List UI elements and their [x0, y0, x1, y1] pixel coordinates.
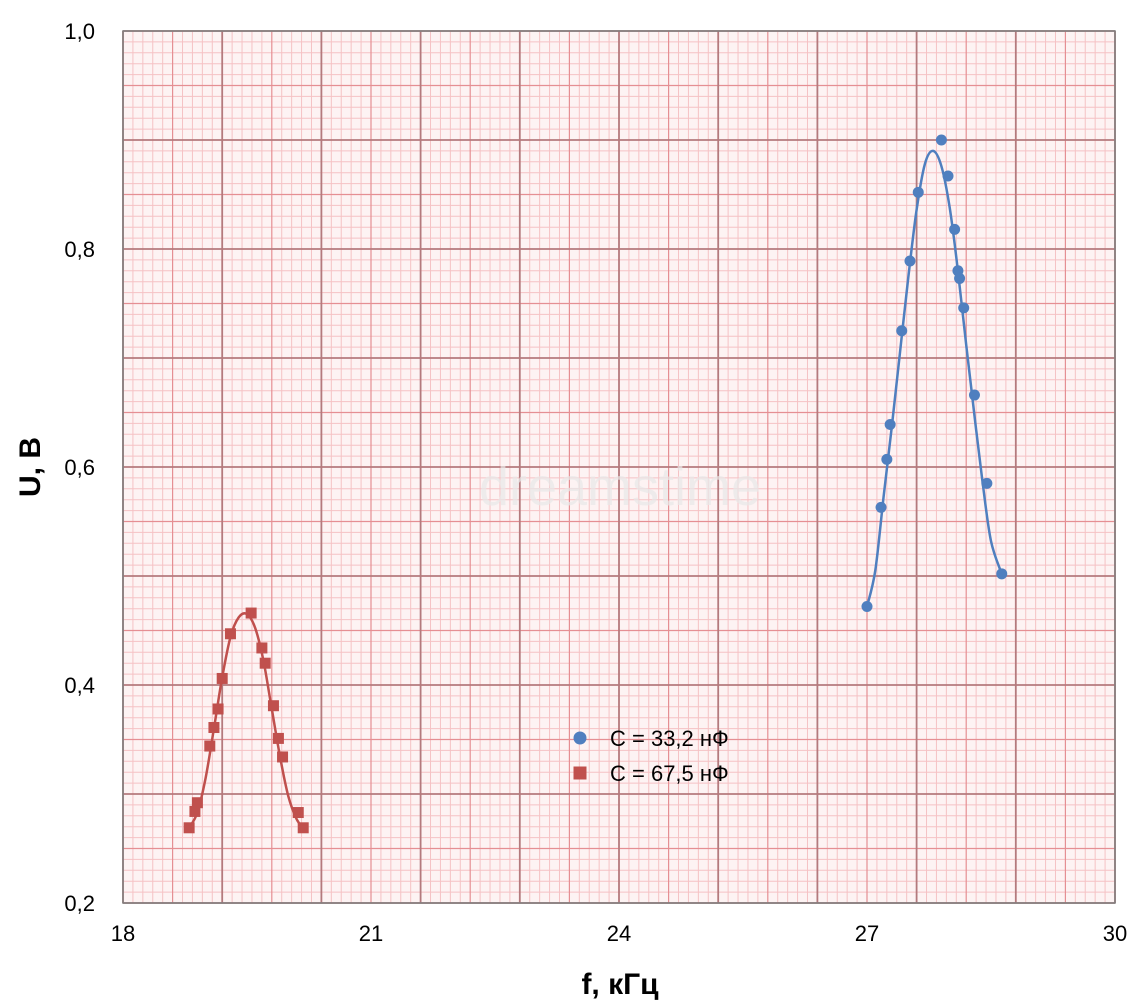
data-point-series-2: [191, 797, 203, 809]
x-tick-label: 27: [855, 921, 879, 946]
data-point-series-1: [875, 501, 887, 513]
y-tick-labels: 0,2 0,4 0,6 0,8 1,0: [64, 19, 95, 916]
y-axis-title: U, В: [14, 437, 47, 497]
data-point-series-2: [259, 657, 271, 669]
data-point-series-1: [935, 134, 947, 146]
data-point-series-2: [189, 805, 201, 817]
fit-curve-series-1: [865, 149, 1003, 607]
legend: C = 33,2 нФ C = 67,5 нФ: [573, 726, 729, 786]
data-markers: [183, 134, 1008, 834]
plot-border: [122, 30, 1116, 904]
legend-label-series-1: C = 33,2 нФ: [610, 726, 729, 751]
data-point-series-1: [896, 325, 908, 337]
data-point-series-1: [981, 477, 993, 489]
data-point-series-1: [954, 272, 966, 284]
data-point-series-2: [267, 700, 279, 712]
y-tick-label: 0,8: [64, 237, 95, 262]
data-point-series-1: [942, 170, 954, 182]
data-point-series-1: [958, 302, 970, 314]
data-point-series-2: [204, 740, 216, 752]
x-axis-title: f, кГц: [581, 968, 659, 1001]
data-point-series-2: [224, 628, 236, 640]
data-point-series-1: [884, 418, 896, 430]
legend-marker-series-2: [573, 766, 587, 780]
data-point-series-2: [216, 672, 228, 684]
legend-marker-series-1: [573, 731, 587, 745]
x-tick-labels: 18 21 24 27 30: [111, 921, 1127, 946]
data-point-series-2: [245, 607, 257, 619]
x-tick-label: 18: [111, 921, 135, 946]
y-tick-label: 0,6: [64, 455, 95, 480]
legend-label-series-2: C = 67,5 нФ: [610, 761, 729, 786]
x-tick-label: 21: [359, 921, 383, 946]
x-tick-label: 24: [607, 921, 631, 946]
data-point-series-1: [881, 453, 893, 465]
data-point-series-1: [996, 568, 1008, 580]
y-tick-label: 1,0: [64, 19, 95, 44]
x-tick-label: 30: [1103, 921, 1127, 946]
data-point-series-2: [183, 822, 195, 834]
data-point-series-2: [297, 822, 309, 834]
data-point-series-1: [968, 389, 980, 401]
y-tick-label: 0,4: [64, 673, 95, 698]
y-tick-label: 0,2: [64, 891, 95, 916]
data-point-series-1: [949, 223, 961, 235]
data-point-series-1: [904, 255, 916, 267]
data-point-series-2: [208, 722, 220, 734]
watermark-text: dreamstime: [479, 457, 761, 517]
data-point-series-2: [292, 807, 304, 819]
data-point-series-2: [212, 703, 224, 715]
data-point-series-2: [256, 642, 268, 654]
data-point-series-1: [861, 601, 873, 613]
data-point-series-2: [277, 751, 289, 763]
grid-major: [122, 30, 1116, 904]
data-point-series-2: [272, 732, 284, 744]
data-point-series-1: [912, 186, 924, 198]
